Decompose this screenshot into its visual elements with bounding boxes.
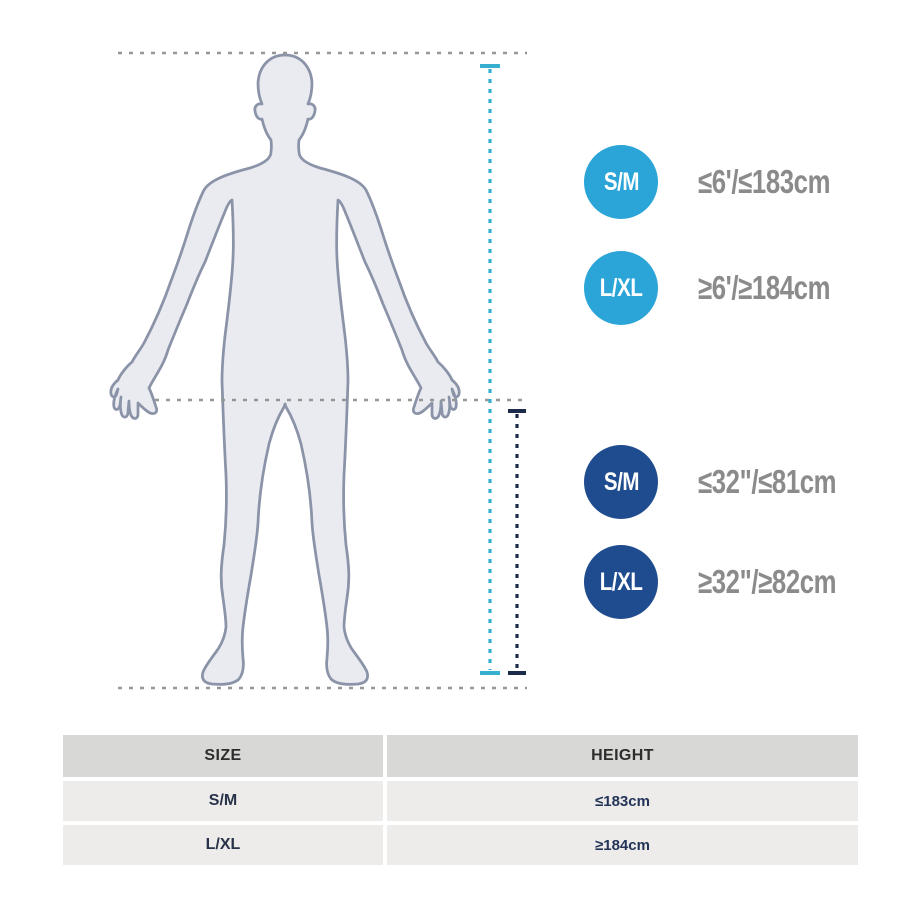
size-table-row-lxl-height: ≥184cm — [387, 825, 858, 865]
height-range-sm: ≤6'/≤183cm — [698, 163, 831, 200]
inseam-range-lxl: ≥32"/≥82cm — [698, 563, 837, 600]
inseam-size-badge-sm: S/M — [584, 445, 658, 519]
height-measure-line — [480, 64, 500, 675]
height-size-badge-sm: S/M — [584, 145, 658, 219]
size-table: SIZE HEIGHT S/M ≤183cm L/XL ≥184cm — [63, 735, 858, 865]
badge-label: S/M — [603, 467, 639, 496]
height-size-badge-lxl: L/XL — [584, 251, 658, 325]
body-measurement-diagram — [109, 51, 527, 690]
size-table-row-sm-height: ≤183cm — [387, 781, 858, 821]
inseam-measure-line — [508, 409, 526, 675]
badge-label: S/M — [603, 167, 639, 196]
size-table-row-lxl-size: L/XL — [63, 825, 383, 865]
size-table-row-sm-size: S/M — [63, 781, 383, 821]
inseam-size-badge-lxl: L/XL — [584, 545, 658, 619]
inseam-range-sm: ≤32"/≤81cm — [698, 463, 837, 500]
badge-label: L/XL — [599, 567, 643, 596]
size-table-header-size: SIZE — [63, 735, 383, 777]
size-table-header-height: HEIGHT — [387, 735, 858, 777]
height-range-lxl: ≥6'/≥184cm — [698, 269, 831, 306]
human-body-silhouette — [109, 53, 461, 686]
badge-label: L/XL — [599, 273, 643, 302]
